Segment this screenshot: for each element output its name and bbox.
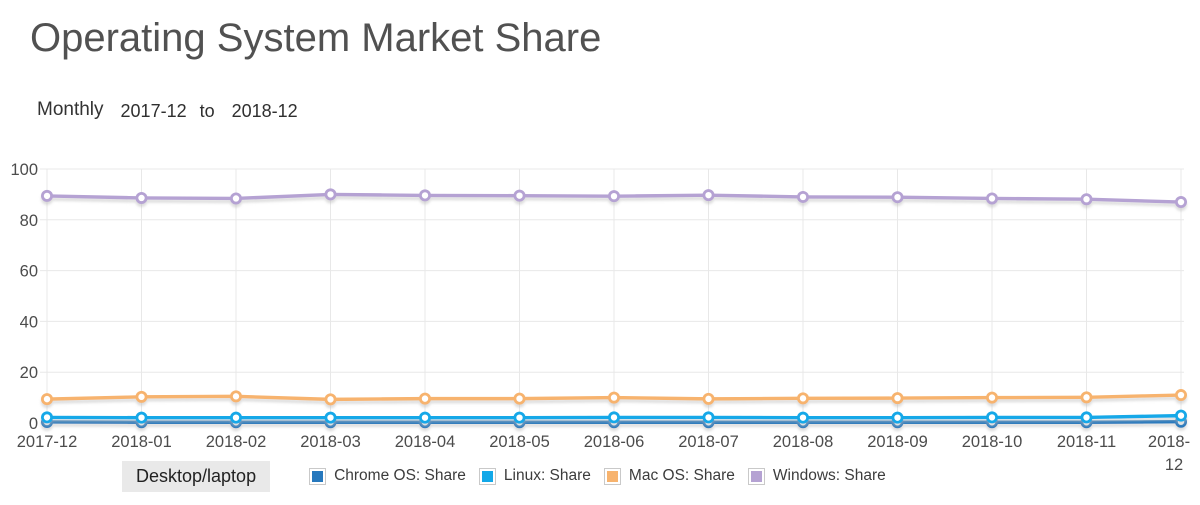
x-axis-tick-label: 2018-03: [300, 433, 361, 451]
data-point-marker[interactable]: [986, 391, 999, 404]
data-point-marker[interactable]: [41, 411, 54, 424]
data-point-marker[interactable]: [797, 190, 810, 203]
legend-item-label: Chrome OS: Share: [334, 467, 466, 484]
data-point-marker[interactable]: [135, 411, 148, 424]
date-range-to-label: to: [199, 101, 215, 121]
data-point-marker[interactable]: [513, 392, 526, 405]
x-axis-tick-label: 2018-08: [773, 433, 834, 451]
data-point-marker[interactable]: [418, 411, 431, 424]
data-point-marker[interactable]: [41, 189, 54, 202]
tab-desktop-laptop[interactable]: Desktop/laptop: [122, 460, 271, 492]
x-axis-tick-label: 2017-12: [17, 433, 78, 451]
data-point-marker[interactable]: [608, 391, 621, 404]
legend-item-label: Windows: Share: [772, 467, 886, 484]
data-point-marker[interactable]: [1080, 391, 1093, 404]
series-linux: [41, 409, 1188, 424]
x-axis-tick-label: 2018-04: [395, 433, 456, 451]
data-point-marker[interactable]: [418, 392, 431, 405]
data-point-marker[interactable]: [986, 192, 999, 205]
data-point-marker[interactable]: [891, 191, 904, 204]
data-point-marker[interactable]: [891, 392, 904, 405]
legend-item-label: Mac OS: Share: [628, 467, 735, 484]
data-point-marker[interactable]: [1175, 389, 1188, 402]
x-axis-tick-label: 12: [1165, 456, 1183, 474]
x-axis-tick-label: 2018-05: [489, 433, 550, 451]
data-point-marker[interactable]: [229, 390, 242, 403]
data-point-marker[interactable]: [41, 393, 54, 406]
date-from-select[interactable]: 2017-12: [120, 101, 187, 121]
x-axis-tick-label: 2018-06: [584, 433, 645, 451]
x-axis-tick-label: 2018-02: [206, 433, 267, 451]
data-point-marker[interactable]: [702, 411, 715, 424]
y-axis-tick-label: 80: [20, 212, 38, 230]
x-axis-tick-label: 2018-01: [111, 433, 172, 451]
y-axis-tick-label: 20: [20, 364, 38, 382]
data-point-marker[interactable]: [1175, 409, 1188, 422]
legend-item-chrome-os[interactable]: Chrome OS: Share: [309, 467, 466, 485]
y-axis-tick-label: 60: [20, 263, 38, 281]
data-point-marker[interactable]: [891, 411, 904, 424]
x-axis-tick-label: 2018-07: [678, 433, 739, 451]
data-point-marker[interactable]: [702, 392, 715, 405]
data-point-marker[interactable]: [229, 411, 242, 424]
period-select[interactable]: Monthly: [37, 99, 104, 120]
page-title: Operating System Market Share: [30, 16, 602, 60]
date-to-select[interactable]: 2018-12: [231, 101, 298, 121]
market-share-line-chart: 0 20 40 60 80 100 2017-12 2018-01 2018-02 2018-03…: [10, 161, 1190, 474]
x-axis-tick-label: 2018-: [1148, 433, 1190, 451]
mac-os-swatch-icon: [603, 467, 621, 485]
data-point-marker[interactable]: [1080, 411, 1093, 424]
x-axis-tick-label: 2018-09: [867, 433, 928, 451]
report-range-bar: Monthly 2017-12 to 2018-12: [37, 99, 298, 121]
swatch-color-fill: [312, 470, 324, 482]
data-point-marker[interactable]: [797, 392, 810, 405]
x-axis-tick-label: 2018-11: [1057, 433, 1116, 451]
data-point-marker[interactable]: [135, 390, 148, 403]
swatch-color-fill: [481, 470, 493, 482]
y-axis-tick-label: 100: [10, 161, 38, 179]
legend-item-label: Linux: Share: [503, 467, 591, 484]
data-point-marker[interactable]: [608, 190, 621, 203]
chart-footer: Desktop/laptop Chrome OS: Share Linux: Sh…: [0, 459, 1200, 493]
y-axis-tick-label: 0: [29, 415, 38, 433]
swatch-color-fill: [750, 470, 762, 482]
legend-item-mac-os[interactable]: Mac OS: Share: [603, 467, 735, 485]
data-point-marker[interactable]: [986, 411, 999, 424]
series-mac-os: [41, 389, 1188, 406]
data-point-marker[interactable]: [1175, 196, 1188, 209]
legend-item-windows[interactable]: Windows: Share: [747, 467, 886, 485]
data-point-marker[interactable]: [229, 192, 242, 205]
data-point-marker[interactable]: [324, 393, 337, 406]
data-point-marker[interactable]: [608, 411, 621, 424]
data-point-marker[interactable]: [1080, 193, 1093, 206]
windows-swatch-icon: [747, 467, 765, 485]
data-point-marker[interactable]: [324, 411, 337, 424]
linux-swatch-icon: [478, 467, 496, 485]
chrome-os-swatch-icon: [309, 467, 327, 485]
data-point-marker[interactable]: [418, 189, 431, 202]
y-axis-tick-label: 40: [20, 313, 38, 331]
swatch-color-fill: [606, 470, 618, 482]
data-point-marker[interactable]: [702, 189, 715, 202]
data-point-marker[interactable]: [513, 411, 526, 424]
data-point-marker[interactable]: [797, 411, 810, 424]
series-windows: [41, 188, 1188, 209]
legend-item-linux[interactable]: Linux: Share: [478, 467, 591, 485]
chart-legend: Chrome OS: Share Linux: Share Mac OS: Shar…: [309, 467, 886, 485]
data-point-marker[interactable]: [135, 191, 148, 204]
x-axis-tick-label: 2018-10: [962, 433, 1023, 451]
data-point-marker[interactable]: [324, 188, 337, 201]
data-point-marker[interactable]: [513, 189, 526, 202]
